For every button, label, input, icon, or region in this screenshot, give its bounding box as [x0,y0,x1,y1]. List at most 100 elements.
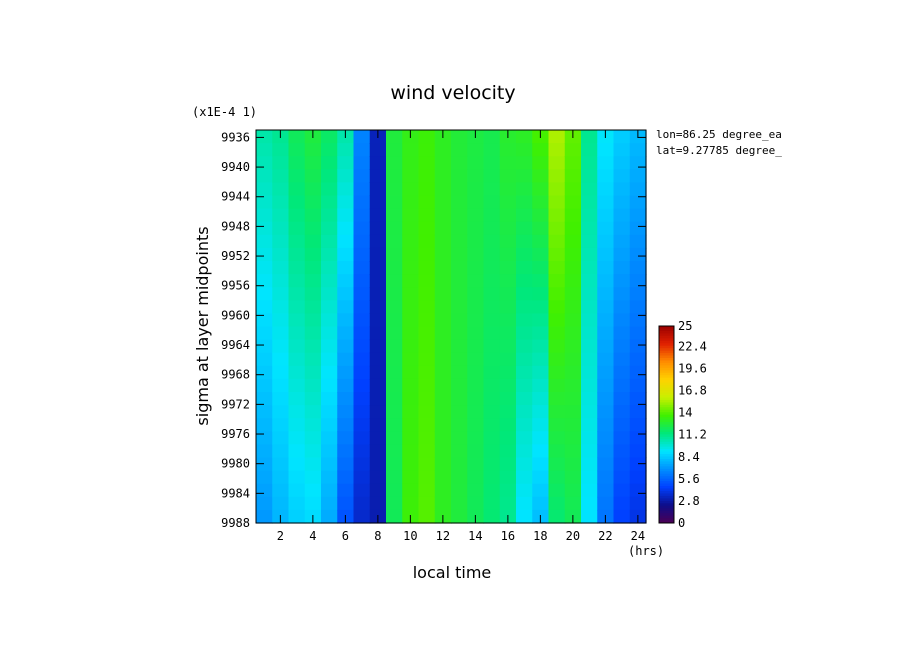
heatmap-cell [353,287,371,301]
heatmap-cell [516,247,533,262]
heatmap-cell [548,444,566,459]
heatmap-cell [369,496,387,511]
heatmap-cell [386,143,403,157]
heatmap-cell [483,444,501,459]
heatmap-cell [402,274,420,288]
heatmap-cell [499,365,517,380]
heatmap-cell [418,470,436,485]
heatmap-cell [548,221,566,236]
heatmap-cell [597,418,615,432]
heatmap-cell [288,457,306,472]
heatmap-cell [451,195,468,210]
heatmap-cell [434,418,452,432]
heatmap-cell [418,339,436,354]
heatmap-cell [288,365,306,380]
heatmap-cell [532,274,550,288]
heatmap-cell [483,287,501,301]
colorbar-swatch [659,424,674,428]
heatmap-cell [467,378,485,393]
heatmap-cell [369,457,387,472]
heatmap-cell [434,247,452,262]
heatmap-cell [256,208,273,223]
heatmap-cell [451,509,468,524]
heatmap-cell [353,339,371,354]
heatmap-cell [581,234,598,249]
colorbar-swatch [659,375,674,379]
heatmap-cell [548,418,566,432]
heatmap-cell [256,431,273,445]
colorbar-swatch [659,515,674,519]
colorbar-swatch [659,500,674,504]
heatmap-cell [499,339,517,354]
heatmap-cell [548,405,566,419]
heatmap-cell [337,143,355,157]
colorbar-swatch [659,495,674,499]
heatmap-cell [467,444,485,459]
heatmap-cell [353,274,371,288]
heatmap-cell [288,182,306,197]
heatmap-cell [581,392,598,406]
heatmap-cell [434,326,452,341]
heatmap-cell [321,156,338,170]
heatmap-cell [581,405,598,419]
heatmap-cell [353,182,371,197]
heatmap-cell [483,326,501,341]
heatmap-cell [418,130,436,144]
heatmap-cell [353,143,371,157]
heatmap-cell [613,313,631,328]
heatmap-cell [304,339,322,354]
heatmap-cell [564,339,582,354]
heatmap-cell [272,457,290,472]
heatmap-cell [451,234,468,249]
heatmap-cell [321,365,338,380]
heatmap-cell [402,143,420,157]
heatmap-cell [272,156,290,170]
colorbar-swatch [659,446,674,450]
heatmap-cell [564,496,582,511]
heatmap-cell [548,483,566,498]
heatmap-cell [548,457,566,472]
colorbar-swatch [659,513,674,517]
heatmap-cell [613,261,631,275]
heatmap-cell [386,392,403,406]
heatmap-cell [629,208,647,223]
heatmap-cell [451,496,468,511]
heatmap-cell [337,457,355,472]
heatmap-cell [613,182,631,197]
colorbar: 25 22.4 19.6 16.8 14 11.2 8.4 5.6 2.8 0 [658,319,707,530]
heatmap-cell [369,208,387,223]
heatmap-cell [337,431,355,445]
heatmap-cell [581,470,598,485]
heatmap-cell [581,156,598,170]
heatmap-cell [467,221,485,236]
heatmap-cell [499,326,517,341]
heatmap-cell [353,326,371,341]
heatmap-cell [564,483,582,498]
heatmap-cell [516,234,533,249]
heatmap-cell [516,156,533,170]
colorbar-swatch [659,355,674,359]
heatmap-cell [548,143,566,157]
heatmap-cell [613,457,631,472]
heatmap-cell [272,431,290,445]
heatmap-cell [256,378,273,393]
heatmap-cell [288,405,306,419]
heatmap-cell [337,326,355,341]
heatmap-cell [321,326,338,341]
heatmap-cell [418,326,436,341]
heatmap-cell [629,247,647,262]
heatmap-cell [483,182,501,197]
colorbar-tick-label: 14 [678,406,692,420]
heatmap-cell [613,365,631,380]
heatmap-cell [581,143,598,157]
heatmap-cell [369,392,387,406]
heatmap-cell [613,509,631,524]
colorbar-swatch [659,387,674,391]
heatmap-cell [288,300,306,314]
colorbar-swatch [659,360,674,364]
heatmap-cell [483,470,501,485]
heatmap-cell [564,300,582,314]
heatmap-cell [369,444,387,459]
heatmap-cell [386,169,403,183]
heatmap-cell [321,221,338,236]
